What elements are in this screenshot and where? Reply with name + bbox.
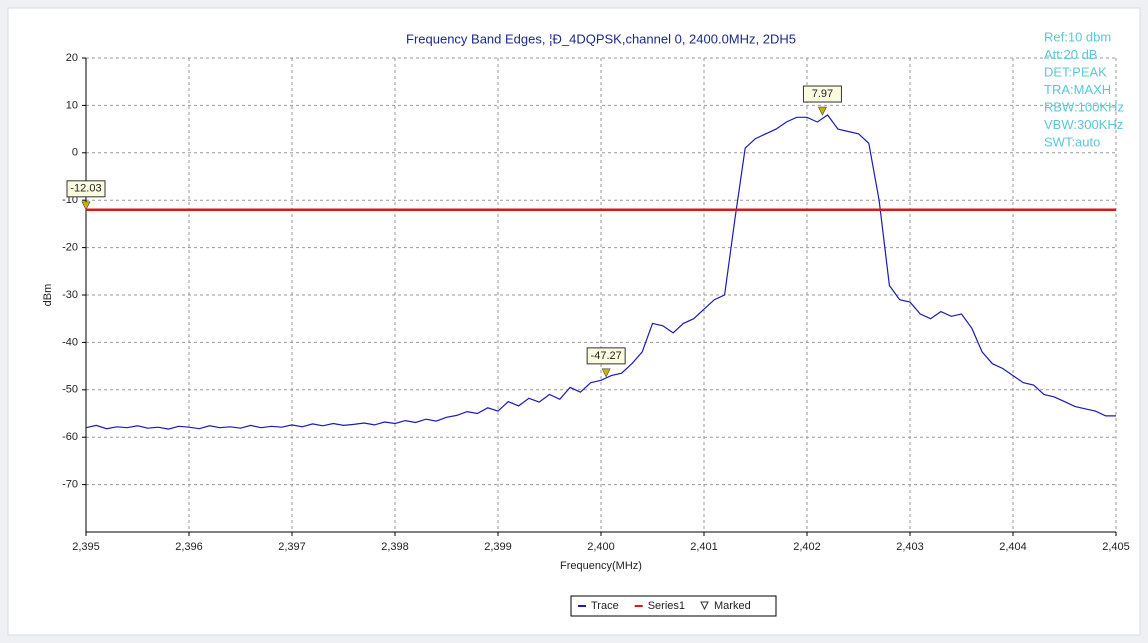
x-tick-label: 2,403 <box>896 541 924 553</box>
y-tick-label: -40 <box>62 336 78 348</box>
info-text: Att:20 dB <box>1044 47 1097 62</box>
x-axis-label: Frequency(MHz) <box>560 560 642 572</box>
marker-label-box <box>66 180 106 198</box>
y-axis-label: dBm <box>42 284 54 307</box>
info-text: TRA:MAXH <box>1044 82 1111 97</box>
info-text: RBW:100KHz <box>1044 99 1124 114</box>
legend-label: Marked <box>714 600 751 612</box>
marker-label: 7.97 <box>812 88 833 100</box>
marker <box>81 201 91 211</box>
legend-label: Trace <box>591 600 619 612</box>
info-text: VBW:300KHz <box>1044 117 1123 132</box>
x-tick-label: 2,402 <box>793 541 821 553</box>
y-tick-label: 10 <box>66 99 78 111</box>
legend-swatch <box>700 601 709 611</box>
y-tick-label: 20 <box>66 52 78 64</box>
y-tick-label: -30 <box>62 289 78 301</box>
x-tick-label: 2,401 <box>690 541 718 553</box>
x-tick-label: 2,404 <box>999 541 1027 553</box>
y-tick-label: -50 <box>62 384 78 396</box>
y-tick-label: -70 <box>62 479 78 491</box>
x-tick-label: 2,396 <box>175 541 203 553</box>
info-text: Ref:10 dbm <box>1044 29 1111 44</box>
x-tick-label: 2,405 <box>1102 541 1130 553</box>
marker-label: -12.03 <box>70 183 101 195</box>
chart-title: Frequency Band Edges, ¦Ð_4DQPSK,channel … <box>406 31 796 46</box>
marker-label: -47.27 <box>591 350 622 362</box>
marker-label-box <box>586 347 626 365</box>
x-tick-label: 2,398 <box>381 541 409 553</box>
legend-label: Series1 <box>648 600 685 612</box>
x-tick-label: 2,397 <box>278 541 306 553</box>
x-tick-label: 2,400 <box>587 541 615 553</box>
y-tick-label: -60 <box>62 431 78 443</box>
legend: Trace Series1 Marked <box>570 595 777 617</box>
y-tick-label: 0 <box>72 147 78 159</box>
x-tick-label: 2,399 <box>484 541 512 553</box>
series-line <box>85 114 1116 430</box>
marker-label-box <box>802 85 842 103</box>
x-tick-label: 2,395 <box>72 541 100 553</box>
info-text: SWT:auto <box>1044 134 1100 149</box>
info-text: DET:PEAK <box>1044 64 1107 79</box>
marker <box>817 106 827 116</box>
legend-box <box>570 595 777 617</box>
y-tick-label: -20 <box>62 242 78 254</box>
marker <box>601 368 611 378</box>
